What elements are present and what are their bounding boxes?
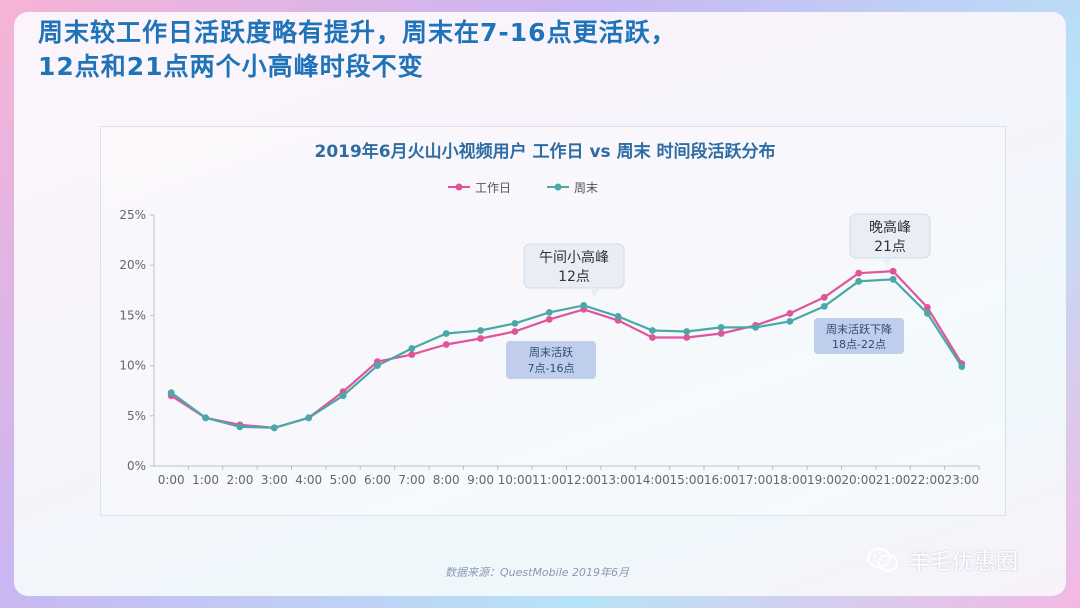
data-point-weekend	[614, 313, 622, 320]
callout-evening-line2: 21点	[874, 239, 906, 255]
data-point-weekend	[305, 414, 313, 422]
x-tick-label: 0:00	[158, 473, 185, 487]
x-tick-label: 9:00	[467, 473, 494, 487]
range-weekend-active-line2: 7点-16点	[528, 362, 575, 375]
x-tick-label: 20:00	[841, 473, 876, 487]
legend-marker-weekend	[554, 183, 562, 191]
data-point-weekend	[202, 414, 210, 422]
data-point-weekend	[270, 424, 278, 432]
callout-noon-peak: 午间小高峰 12点	[523, 243, 625, 298]
x-tick-label: 18:00	[773, 473, 808, 487]
data-point-workday	[717, 330, 725, 337]
x-tick-label: 2:00	[226, 473, 253, 487]
data-point-workday	[683, 334, 691, 341]
x-tick-label: 15:00	[670, 473, 705, 487]
x-tick-label: 14:00	[635, 473, 670, 487]
data-point-weekend	[958, 363, 966, 370]
range-weekend-drop-line2: 18点-22点	[832, 338, 886, 351]
data-point-workday	[649, 334, 656, 341]
data-point-weekend	[855, 277, 863, 285]
chart-series	[167, 267, 966, 432]
x-tick-label: 3:00	[261, 473, 288, 487]
x-tick-label: 5:00	[330, 473, 357, 487]
x-tick-label: 17:00	[738, 473, 773, 487]
watermark: 羊毛优惠圈	[866, 544, 1018, 576]
data-point-weekend	[236, 423, 244, 431]
x-tick-label: 6:00	[364, 473, 391, 487]
data-point-weekend	[374, 362, 381, 369]
data-point-weekend	[649, 327, 656, 334]
data-point-workday	[408, 351, 416, 358]
data-point-weekend	[167, 389, 175, 397]
data-point-workday	[477, 335, 484, 342]
x-tick-label: 19:00	[807, 473, 842, 487]
data-point-weekend	[442, 330, 450, 337]
x-tick-label: 22:00	[910, 473, 945, 487]
data-point-weekend	[408, 345, 416, 352]
callout-evening-line1: 晚高峰	[869, 219, 911, 236]
data-point-workday	[820, 293, 828, 301]
data-point-weekend	[683, 328, 691, 335]
data-point-weekend	[511, 320, 519, 327]
data-point-workday	[889, 267, 897, 275]
legend-label-weekend: 周末	[574, 181, 598, 195]
y-tick-label: 10%	[119, 359, 146, 373]
x-tick-label: 23:00	[945, 473, 980, 487]
chart-legend: 工作日 周末	[448, 181, 598, 195]
x-tick-label: 1:00	[192, 473, 219, 487]
y-tick-label: 0%	[127, 459, 146, 473]
legend-label-workday: 工作日	[475, 181, 511, 195]
headline: 周末较工作日活跃度略有提升，周末在7-16点更活跃， 12点和21点两个小高峰时…	[38, 16, 1038, 84]
data-point-weekend	[545, 309, 553, 316]
headline-line-2: 12点和21点两个小高峰时段不变	[38, 52, 424, 81]
data-point-workday	[855, 269, 863, 277]
data-point-weekend	[752, 324, 759, 331]
y-tick-label: 20%	[119, 258, 146, 272]
data-point-weekend	[717, 324, 725, 331]
x-tick-label: 7:00	[398, 473, 425, 487]
range-label-weekend-active: 周末活跃 7点-16点	[506, 341, 596, 379]
chart-axes: 0% 5% 10% 15% 20% 25% 0:00 1:00 2:00 3:00 4:00 5:00…	[119, 208, 980, 487]
x-tick-label: 11:00	[532, 473, 567, 487]
data-point-workday	[786, 310, 794, 317]
y-tick-label: 25%	[119, 208, 146, 222]
legend-marker-workday	[455, 183, 463, 191]
x-tick-label: 16:00	[704, 473, 739, 487]
x-tick-label: 4:00	[295, 473, 322, 487]
data-point-weekend	[820, 303, 828, 310]
data-point-weekend	[786, 318, 794, 325]
callout-noon-line2: 12点	[558, 269, 590, 285]
watermark-text: 羊毛优惠圈	[908, 550, 1019, 575]
wechat-icon	[867, 548, 898, 572]
data-point-weekend	[477, 327, 484, 334]
range-label-weekend-drop: 周末活跃下降 18点-22点	[814, 318, 904, 354]
x-tick-label: 10:00	[498, 473, 533, 487]
series-line-weekend	[170, 278, 963, 429]
range-weekend-drop-line1: 周末活跃下降	[826, 322, 892, 336]
callout-evening-peak: 晚高峰 21点	[849, 213, 931, 267]
data-point-weekend	[339, 392, 347, 400]
x-tick-label: 13:00	[601, 473, 636, 487]
data-point-weekend	[924, 310, 931, 317]
data-point-workday	[545, 316, 553, 323]
callout-noon-line1: 午间小高峰	[539, 249, 609, 266]
y-tick-label: 15%	[119, 308, 146, 322]
data-point-workday	[924, 304, 931, 311]
x-tick-label: 12:00	[566, 473, 601, 487]
slide-card	[14, 12, 1066, 596]
source-note: 数据来源：QuestMobile 2019年6月	[445, 566, 630, 579]
data-point-workday	[511, 328, 519, 335]
x-tick-label: 8:00	[433, 473, 460, 487]
data-point-workday	[442, 341, 450, 348]
data-point-weekend	[889, 275, 897, 283]
data-point-weekend	[580, 302, 588, 309]
chart-title: 2019年6月火山小视频用户 工作日 vs 周末 时间段活跃分布	[314, 141, 775, 162]
y-tick-label: 5%	[127, 409, 146, 423]
x-tick-label: 21:00	[876, 473, 911, 487]
headline-line-1: 周末较工作日活跃度略有提升，周末在7-16点更活跃，	[38, 18, 677, 47]
range-weekend-active-line1: 周末活跃	[529, 345, 573, 359]
